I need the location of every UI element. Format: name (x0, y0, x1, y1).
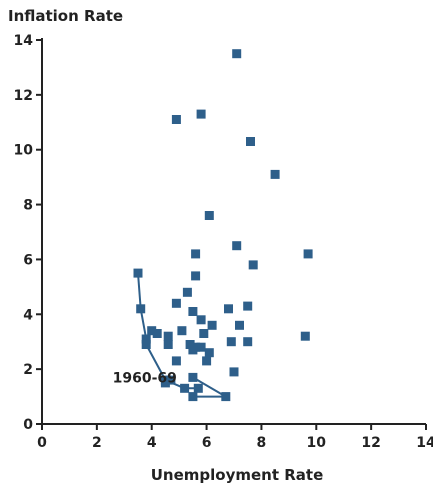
data-point (185, 340, 195, 349)
data-point-1960-69 (160, 375, 170, 385)
data-point (152, 329, 162, 338)
data-point (147, 326, 157, 336)
y-tick-label: 8 (23, 198, 33, 214)
y-tick-label: 14 (14, 33, 34, 49)
data-point (270, 169, 280, 179)
data-point (232, 49, 242, 59)
y-tick-label: 12 (14, 88, 33, 104)
data-point (188, 345, 198, 355)
data-point (243, 337, 253, 347)
data-point (177, 326, 187, 336)
x-tick-label: 2 (92, 435, 102, 451)
data-point (166, 375, 176, 385)
x-tick-label: 0 (37, 435, 47, 451)
data-point (196, 342, 206, 352)
data-point (248, 260, 258, 270)
data-point (226, 337, 236, 347)
data-point-1960-69 (141, 334, 151, 344)
data-point (196, 109, 206, 119)
y-tick-label: 4 (23, 307, 33, 323)
data-point (303, 249, 313, 259)
data-point (207, 320, 217, 330)
axes: 0 2 4 6 8 10 12 14 0 2 4 6 8 10 12 14 (14, 33, 433, 451)
data-point (171, 298, 181, 308)
data-point (182, 287, 192, 297)
data-point-1960-69 (136, 304, 146, 314)
x-tick-label: 12 (361, 435, 380, 451)
data-point (235, 320, 244, 330)
x-tick-label: 6 (202, 435, 212, 451)
data-point (163, 340, 173, 349)
data-point (171, 115, 181, 124)
data-point (243, 301, 253, 311)
y-tick-label: 0 (23, 417, 33, 433)
data-point (229, 367, 239, 377)
x-axis-label: Unemployment Rate (151, 466, 324, 484)
y-axis-label: Inflation Rate (8, 7, 123, 25)
data-point-1960-69 (188, 392, 198, 402)
data-point-1960-69 (180, 383, 190, 393)
data-point (300, 331, 310, 341)
y-tick-label: 10 (14, 143, 34, 159)
data-point (224, 304, 233, 314)
data-point (246, 137, 255, 146)
data-point-1960-69 (141, 340, 151, 349)
data-point-1960-69 (188, 372, 198, 382)
data-point (188, 307, 198, 316)
curve-annotation: 1960-69 (113, 370, 177, 386)
data-point (232, 241, 242, 251)
x-tick-label: 8 (257, 435, 267, 451)
points-layer (133, 49, 313, 402)
x-tick-label: 4 (147, 435, 157, 451)
data-point (204, 348, 214, 358)
data-point (191, 249, 201, 259)
data-point (191, 271, 201, 281)
y-tick-label: 6 (23, 252, 33, 268)
data-point-1960-69 (133, 268, 143, 278)
data-point-1960-69 (193, 383, 203, 393)
x-tick-label: 10 (307, 435, 327, 451)
data-point (202, 356, 212, 366)
data-point (204, 211, 214, 220)
data-point (196, 315, 206, 325)
x-tick-label: 14 (416, 435, 433, 451)
y-tick-label: 2 (23, 362, 33, 378)
data-point (199, 329, 209, 338)
data-point (171, 356, 181, 366)
data-point-1960-69 (221, 392, 231, 402)
data-point (163, 331, 173, 341)
